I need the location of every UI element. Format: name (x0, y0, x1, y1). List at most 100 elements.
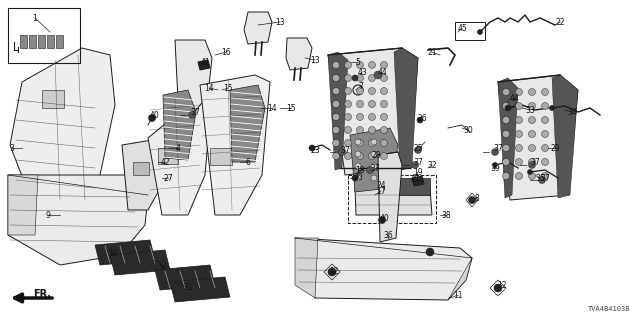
Circle shape (369, 100, 376, 108)
Text: 17: 17 (376, 187, 386, 196)
Circle shape (529, 131, 536, 138)
Circle shape (344, 61, 351, 68)
Circle shape (529, 145, 536, 151)
Bar (348, 175, 436, 223)
Circle shape (502, 102, 509, 109)
Text: 38: 38 (441, 211, 451, 220)
Circle shape (515, 89, 522, 95)
Text: 33: 33 (525, 106, 535, 115)
Text: 7: 7 (358, 82, 364, 91)
Text: 15: 15 (223, 84, 233, 92)
Polygon shape (350, 128, 398, 192)
Text: 1: 1 (33, 13, 37, 22)
Text: 41: 41 (410, 173, 420, 182)
Text: 4: 4 (175, 143, 180, 153)
Circle shape (356, 153, 364, 159)
Circle shape (344, 140, 351, 147)
Circle shape (355, 151, 361, 157)
Circle shape (381, 100, 387, 108)
Circle shape (355, 163, 361, 169)
Circle shape (355, 139, 361, 145)
Polygon shape (378, 152, 402, 242)
Circle shape (344, 114, 351, 121)
Circle shape (508, 98, 516, 106)
Circle shape (541, 89, 548, 95)
Bar (210, 148, 232, 165)
Circle shape (344, 87, 351, 94)
Polygon shape (498, 75, 578, 200)
Text: 18: 18 (355, 165, 365, 174)
Text: 11: 11 (453, 291, 463, 300)
Text: 27: 27 (163, 173, 173, 182)
Circle shape (502, 116, 509, 124)
Text: 23: 23 (310, 146, 320, 155)
Polygon shape (8, 175, 148, 265)
Circle shape (333, 140, 339, 147)
Circle shape (541, 158, 548, 165)
Polygon shape (155, 265, 215, 290)
Circle shape (356, 114, 364, 121)
Circle shape (352, 75, 358, 81)
Text: 30: 30 (463, 125, 473, 134)
Text: FR.: FR. (33, 289, 51, 299)
Circle shape (352, 175, 358, 181)
Circle shape (371, 175, 377, 181)
Circle shape (371, 139, 377, 145)
Circle shape (369, 114, 376, 121)
Text: 44: 44 (377, 68, 387, 76)
Circle shape (371, 151, 377, 157)
Circle shape (381, 114, 387, 121)
Polygon shape (394, 48, 418, 170)
Text: 37: 37 (370, 164, 380, 172)
Bar (455, 22, 485, 40)
Polygon shape (148, 95, 212, 215)
Text: 44: 44 (510, 93, 520, 102)
Circle shape (494, 284, 502, 292)
Text: 45: 45 (457, 23, 467, 33)
Polygon shape (244, 12, 272, 44)
Circle shape (417, 117, 423, 123)
Polygon shape (95, 240, 155, 265)
Polygon shape (200, 75, 270, 215)
Text: 39: 39 (490, 164, 500, 172)
Text: 26: 26 (417, 114, 427, 123)
Text: 37: 37 (413, 157, 423, 166)
Circle shape (515, 172, 522, 180)
Circle shape (333, 61, 339, 68)
Polygon shape (295, 238, 318, 298)
Circle shape (529, 89, 536, 95)
Bar (42, 90, 64, 108)
Polygon shape (448, 258, 472, 300)
Polygon shape (498, 78, 518, 198)
Bar (158, 148, 178, 164)
Circle shape (381, 140, 387, 147)
Text: 20: 20 (353, 172, 363, 181)
Circle shape (502, 145, 509, 151)
Text: 35: 35 (535, 173, 545, 182)
Circle shape (529, 158, 536, 165)
Text: 43: 43 (357, 68, 367, 76)
Circle shape (356, 126, 364, 133)
Polygon shape (163, 90, 196, 160)
Text: 40: 40 (150, 110, 160, 119)
Text: 13: 13 (310, 55, 320, 65)
Polygon shape (56, 35, 63, 48)
Polygon shape (175, 40, 212, 118)
Polygon shape (29, 35, 36, 48)
Circle shape (412, 162, 419, 169)
Circle shape (502, 131, 509, 138)
Polygon shape (328, 48, 418, 175)
Circle shape (541, 131, 548, 138)
Text: 6: 6 (246, 157, 250, 166)
Text: 34: 34 (567, 108, 577, 116)
Circle shape (541, 145, 548, 151)
Circle shape (381, 87, 387, 94)
Circle shape (493, 163, 497, 167)
Circle shape (381, 126, 387, 133)
Circle shape (333, 126, 339, 133)
Circle shape (468, 196, 476, 204)
Circle shape (378, 217, 385, 223)
Text: 31: 31 (183, 284, 193, 292)
Circle shape (515, 158, 522, 165)
Circle shape (541, 102, 548, 109)
